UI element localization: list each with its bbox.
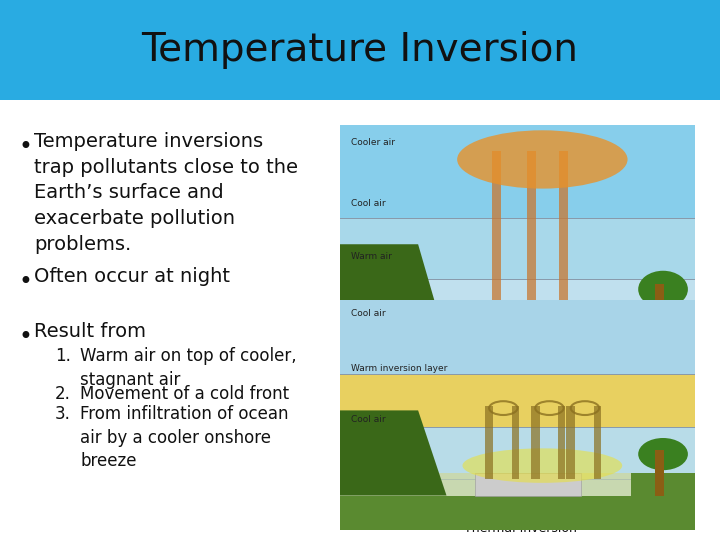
Bar — [594, 406, 601, 480]
Text: •: • — [18, 325, 32, 349]
Bar — [340, 472, 695, 530]
Ellipse shape — [457, 130, 628, 188]
Bar — [559, 152, 568, 316]
Text: Movement of a cold front: Movement of a cold front — [80, 385, 289, 403]
Text: Thermal Inversion: Thermal Inversion — [464, 522, 577, 535]
Polygon shape — [340, 410, 446, 496]
Text: Cooler air: Cooler air — [351, 138, 395, 147]
Circle shape — [638, 271, 688, 308]
Bar — [531, 406, 539, 480]
Text: Cool air: Cool air — [351, 309, 385, 318]
Text: Warm air: Warm air — [351, 252, 392, 261]
Bar — [340, 279, 695, 324]
Bar — [528, 152, 536, 316]
Bar — [340, 316, 695, 390]
Text: 2.: 2. — [55, 385, 71, 403]
Text: Temperature Inversion: Temperature Inversion — [142, 31, 578, 69]
Bar — [340, 374, 695, 427]
Text: Warm inversion layer: Warm inversion layer — [351, 364, 447, 373]
Bar — [655, 449, 664, 496]
Bar — [560, 305, 568, 316]
Text: Temperature inversions
trap pollutants close to the
Earth’s surface and
exacerba: Temperature inversions trap pollutants c… — [34, 132, 298, 254]
Text: Cool air: Cool air — [351, 415, 385, 424]
Ellipse shape — [462, 448, 622, 483]
Text: From infiltration of ocean
air by a cooler onshore
breeze: From infiltration of ocean air by a cool… — [80, 405, 289, 470]
Bar — [512, 406, 519, 480]
Text: 1.: 1. — [55, 347, 71, 365]
Bar — [492, 152, 501, 316]
Bar — [340, 218, 695, 279]
Bar — [631, 310, 695, 342]
Bar — [475, 310, 582, 342]
Circle shape — [638, 438, 688, 470]
Bar — [567, 406, 575, 480]
Bar — [340, 427, 695, 480]
Text: •: • — [18, 270, 32, 294]
Text: Often occur at night: Often occur at night — [34, 267, 230, 286]
Bar — [475, 472, 582, 496]
Text: Warm air on top of cooler,
stagnant air: Warm air on top of cooler, stagnant air — [80, 347, 297, 389]
Text: Normal pattern: Normal pattern — [472, 397, 567, 410]
Text: •: • — [18, 135, 32, 159]
Bar — [631, 472, 695, 496]
Bar — [340, 300, 695, 374]
Bar — [340, 496, 695, 530]
Bar — [655, 284, 664, 342]
Bar — [0, 100, 720, 540]
Bar — [485, 406, 493, 480]
Bar — [528, 305, 536, 316]
Text: Result from: Result from — [34, 322, 146, 341]
Bar — [492, 305, 500, 316]
Text: 3.: 3. — [55, 405, 71, 423]
Text: Cool air: Cool air — [351, 199, 385, 208]
Bar — [340, 125, 695, 218]
Bar — [0, 0, 720, 100]
Bar — [558, 406, 565, 480]
Bar — [340, 342, 695, 390]
Polygon shape — [340, 244, 446, 342]
